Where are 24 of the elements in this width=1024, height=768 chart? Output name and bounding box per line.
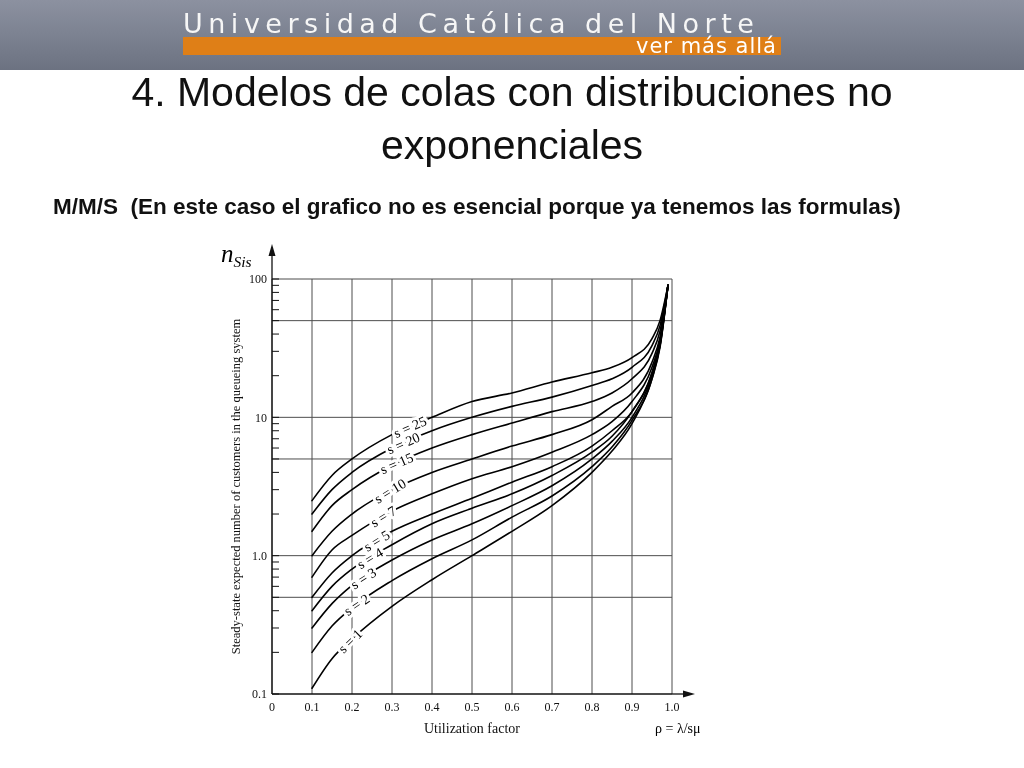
chart-title: 4. Modelos de colas con distribuciones no exponenciales [131,69,893,168]
y-axis-title: Steady-state expected number of customers in the queueing system [229,318,243,655]
chart-subtitle: M/M/S (En este caso el grafico no es esencial porque ya tenemos las formulas) [53,194,901,219]
x-tick-label: 0.7 [544,700,560,714]
text: ver más allá [635,34,777,58]
text: s = 7 [367,503,400,531]
x-tick-label: 0.1 [304,700,320,714]
x-tick-label: 0.5 [464,700,480,714]
y-tick-label: 1.0 [252,548,267,563]
x-tick-label: 0 [269,700,275,714]
y-tick-label: 0.1 [252,687,267,702]
x-tick-label: 0.9 [624,700,640,714]
x-tick-label: 0.2 [344,700,360,714]
y-tick-label: 10 [255,410,267,425]
x-tick-label: 1.0 [664,700,680,714]
x-tick-label: 0.3 [384,700,400,714]
x-axis-title: Utilization factor [423,721,521,736]
x-tick-label: 0.6 [504,700,520,714]
x-tick-label: 0.4 [424,700,440,714]
text: s = 2 [341,591,373,619]
y-tick-label: 100 [249,272,267,287]
text: ρ = λ/sμ [655,721,701,736]
x-tick-label: 0.8 [584,700,600,714]
text: n$_{Sis}$ [221,240,252,270]
